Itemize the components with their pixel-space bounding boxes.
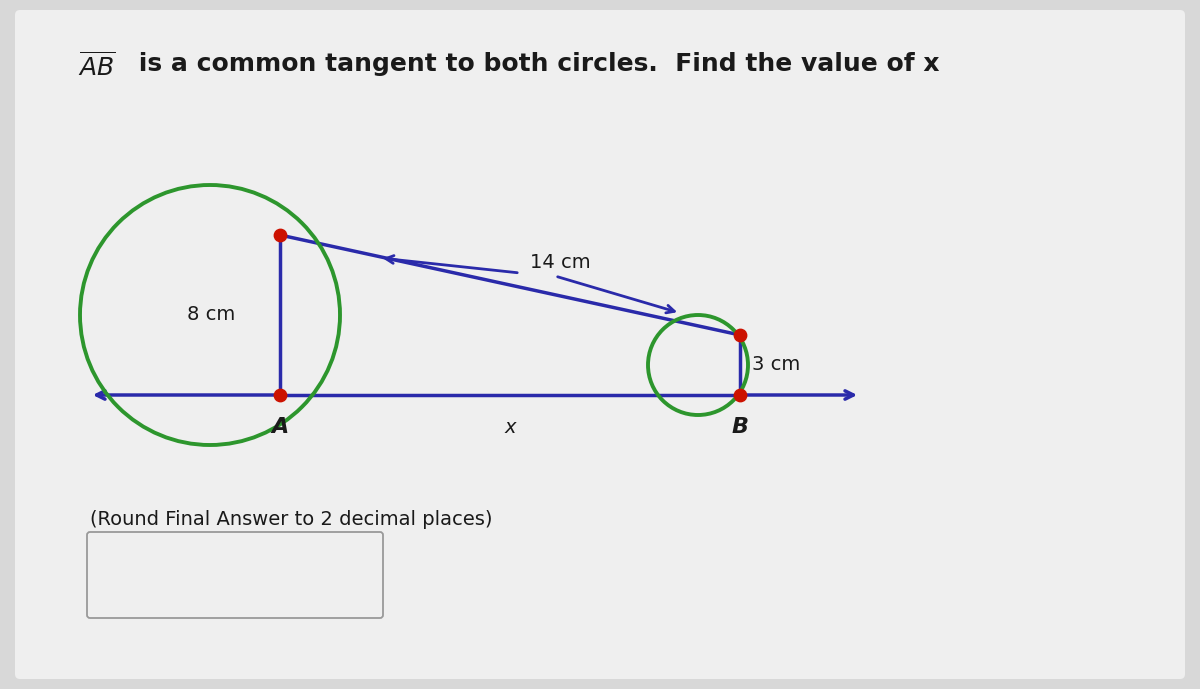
Text: B: B [732,417,749,437]
FancyBboxPatch shape [88,532,383,618]
Text: 14 cm: 14 cm [530,252,590,271]
FancyBboxPatch shape [14,10,1186,679]
Text: 3 cm: 3 cm [752,356,800,375]
Text: x: x [504,418,516,437]
Text: (Round Final Answer to 2 decimal places): (Round Final Answer to 2 decimal places) [90,510,492,529]
Text: is a common tangent to both circles.  Find the value of x: is a common tangent to both circles. Fin… [130,52,940,76]
Point [731,329,750,340]
Point [270,229,289,240]
Point [270,389,289,400]
Point [731,389,750,400]
Text: A: A [271,417,289,437]
Text: 8 cm: 8 cm [187,305,235,325]
Text: $\overline{AB}$: $\overline{AB}$ [78,52,115,81]
